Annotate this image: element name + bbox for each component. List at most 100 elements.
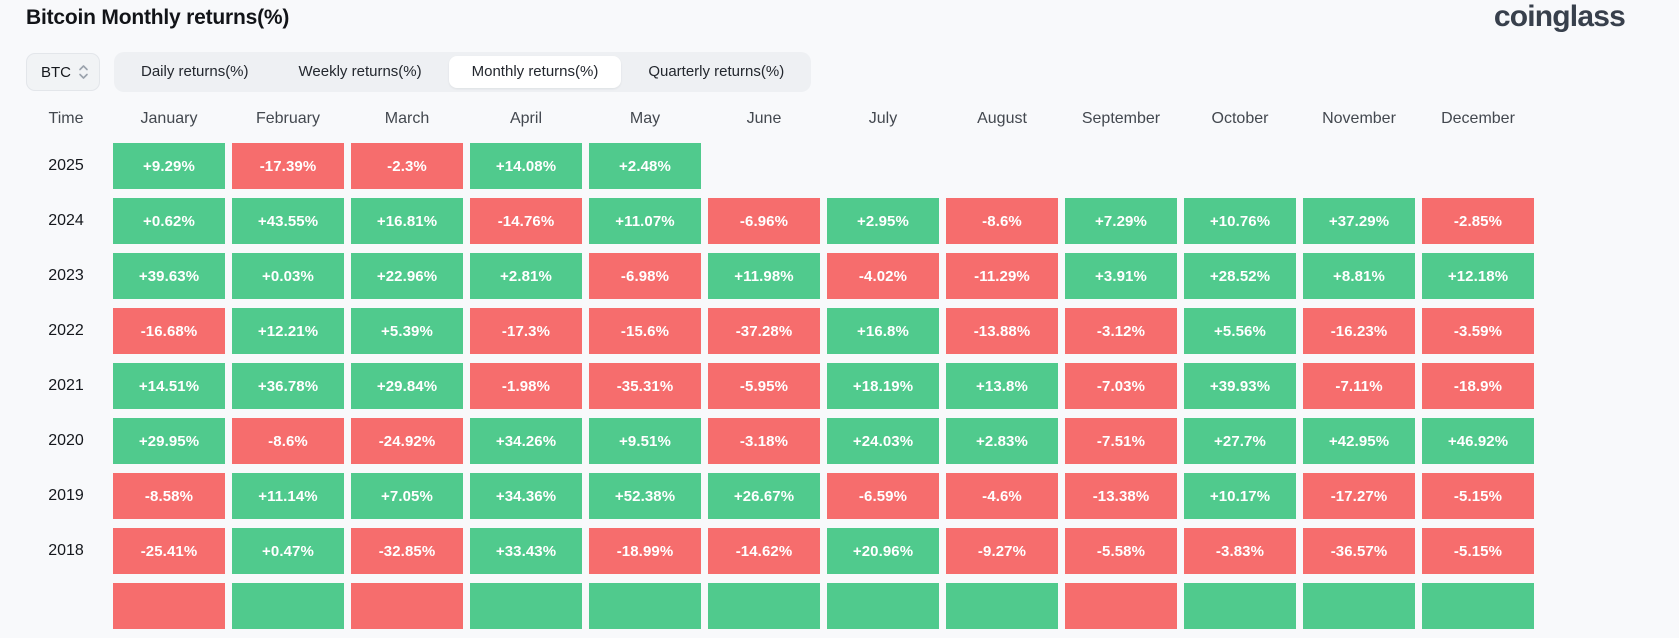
return-cell: +9.51% — [589, 418, 701, 464]
return-cell: -4.6% — [946, 473, 1058, 519]
return-cell: -17.3% — [470, 308, 582, 354]
return-cell: -35.31% — [589, 363, 701, 409]
table-header-row: Time January February March April May June July… — [26, 98, 1534, 140]
return-cell — [946, 583, 1058, 629]
return-cell: -3.59% — [1422, 308, 1534, 354]
return-cell: +5.39% — [351, 308, 463, 354]
tab-daily-returns[interactable]: Daily returns(%) — [118, 56, 272, 88]
return-cell: -2.3% — [351, 143, 463, 189]
return-cell: +0.03% — [232, 253, 344, 299]
return-cell — [232, 583, 344, 629]
row-year-label: 2021 — [48, 377, 84, 394]
table-row-partial — [26, 583, 1534, 629]
column-header-month: June — [746, 110, 782, 127]
table-row: 2024 +0.62% +43.55% +16.81% -14.76% +11.07% -6… — [26, 198, 1534, 244]
return-cell: -13.88% — [946, 308, 1058, 354]
return-cell: -8.58% — [113, 473, 225, 519]
return-cell: +2.48% — [589, 143, 701, 189]
tab-weekly-returns[interactable]: Weekly returns(%) — [276, 56, 445, 88]
row-year-label: 2025 — [48, 157, 84, 174]
return-cell: +2.83% — [946, 418, 1058, 464]
return-cell: -7.03% — [1065, 363, 1177, 409]
return-cell: +18.19% — [827, 363, 939, 409]
controls-bar: BTC Daily returns(%) Weekly returns(%) Mon… — [26, 52, 812, 92]
return-cell: +46.92% — [1422, 418, 1534, 464]
return-cell: -37.28% — [708, 308, 820, 354]
column-header-month: July — [868, 110, 898, 127]
return-cell: -9.27% — [946, 528, 1058, 574]
return-cell: +26.67% — [708, 473, 820, 519]
return-cell: +27.7% — [1184, 418, 1296, 464]
return-cell: -11.29% — [946, 253, 1058, 299]
symbol-select[interactable]: BTC — [26, 53, 100, 91]
row-year-label: 2022 — [48, 322, 84, 339]
return-cell: -14.76% — [470, 198, 582, 244]
table-row: 2025 +9.29% -17.39% -2.3% +14.08% +2.48% — [26, 143, 1534, 189]
return-cell: -16.23% — [1303, 308, 1415, 354]
column-header-month: February — [255, 110, 321, 127]
monthly-returns-table: Time January February March April May June July… — [26, 98, 1534, 638]
return-cell: +14.08% — [470, 143, 582, 189]
return-cell — [351, 583, 463, 629]
row-year-label: 2019 — [48, 487, 84, 504]
table-row: 2019 -8.58% +11.14% +7.05% +34.36% +52.38% +26… — [26, 473, 1534, 519]
page-title: Bitcoin Monthly returns(%) — [26, 6, 290, 29]
return-cell: +39.93% — [1184, 363, 1296, 409]
return-cell — [589, 583, 701, 629]
column-header-month: April — [509, 110, 542, 127]
column-header-month: September — [1081, 110, 1161, 127]
return-cell: -18.9% — [1422, 363, 1534, 409]
return-cell — [708, 143, 820, 189]
returns-period-tabs: Daily returns(%) Weekly returns(%) Monthly… — [114, 52, 812, 92]
return-cell: -6.96% — [708, 198, 820, 244]
return-cell: +37.29% — [1303, 198, 1415, 244]
return-cell: +52.38% — [589, 473, 701, 519]
return-cell: +10.76% — [1184, 198, 1296, 244]
row-year-label: 2023 — [48, 267, 84, 284]
return-cell: -14.62% — [708, 528, 820, 574]
return-cell: +13.8% — [946, 363, 1058, 409]
return-cell — [113, 583, 225, 629]
return-cell — [1065, 583, 1177, 629]
row-year-label: 2024 — [48, 212, 84, 229]
return-cell: +36.78% — [232, 363, 344, 409]
return-cell: +34.36% — [470, 473, 582, 519]
return-cell: +16.81% — [351, 198, 463, 244]
column-header-month: March — [384, 110, 430, 127]
return-cell: -3.12% — [1065, 308, 1177, 354]
return-cell: +11.98% — [708, 253, 820, 299]
table-row: 2021 +14.51% +36.78% +29.84% -1.98% -35.31% -5… — [26, 363, 1534, 409]
return-cell: -17.27% — [1303, 473, 1415, 519]
return-cell: +29.84% — [351, 363, 463, 409]
symbol-select-value: BTC — [41, 63, 71, 81]
return-cell: +22.96% — [351, 253, 463, 299]
return-cell: +2.95% — [827, 198, 939, 244]
return-cell: -3.18% — [708, 418, 820, 464]
return-cell — [470, 583, 582, 629]
return-cell: -2.85% — [1422, 198, 1534, 244]
column-header-month: January — [140, 110, 198, 127]
column-header-time: Time — [48, 110, 84, 127]
return-cell — [708, 583, 820, 629]
return-cell — [1184, 143, 1296, 189]
return-cell — [1303, 143, 1415, 189]
return-cell: -5.58% — [1065, 528, 1177, 574]
return-cell — [827, 583, 939, 629]
return-cell: -5.15% — [1422, 473, 1534, 519]
return-cell: +9.29% — [113, 143, 225, 189]
return-cell: +43.55% — [232, 198, 344, 244]
return-cell: +12.21% — [232, 308, 344, 354]
return-cell: +33.43% — [470, 528, 582, 574]
return-cell: -15.6% — [589, 308, 701, 354]
return-cell — [1422, 583, 1534, 629]
return-cell: -25.41% — [113, 528, 225, 574]
tab-monthly-returns[interactable]: Monthly returns(%) — [448, 56, 622, 88]
return-cell: +39.63% — [113, 253, 225, 299]
return-cell: +11.14% — [232, 473, 344, 519]
tab-quarterly-returns[interactable]: Quarterly returns(%) — [625, 56, 807, 88]
return-cell: -13.38% — [1065, 473, 1177, 519]
return-cell — [1065, 143, 1177, 189]
return-cell: -8.6% — [946, 198, 1058, 244]
return-cell — [1303, 583, 1415, 629]
return-cell: +3.91% — [1065, 253, 1177, 299]
